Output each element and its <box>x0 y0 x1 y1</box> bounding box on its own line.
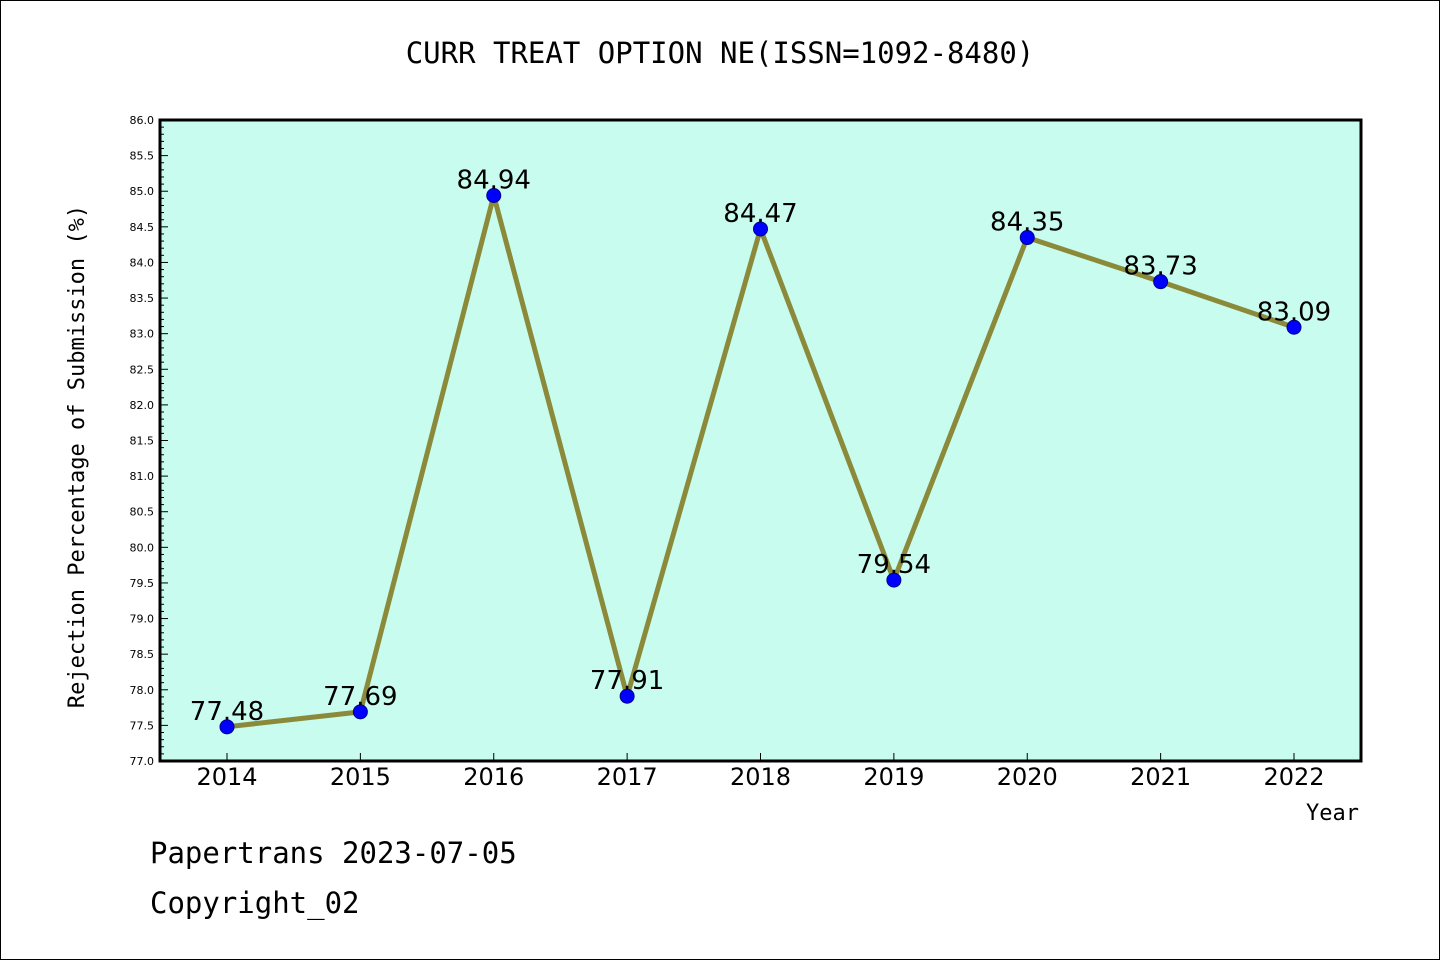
x-axis-label: Year <box>1306 801 1359 826</box>
x-tick-label: 2022 <box>1263 763 1324 791</box>
y-tick-label: 84.0 <box>130 256 155 269</box>
y-tick-label: 83.5 <box>130 292 155 305</box>
y-tick-label: 81.5 <box>130 435 155 448</box>
y-tick-label: 85.0 <box>130 185 155 198</box>
y-tick-label: 78.5 <box>130 648 155 661</box>
y-axis-label: Rejection Percentage of Submission (%) <box>65 205 90 708</box>
y-tick-label: 78.0 <box>130 684 155 697</box>
series-markers <box>219 187 1302 735</box>
y-tick-label: 77.0 <box>130 755 155 768</box>
footer-copyright: Copyright_02 <box>150 886 360 920</box>
data-point <box>486 187 502 203</box>
footer-date: Papertrans 2023-07-05 <box>150 836 517 870</box>
x-tick-label: 2019 <box>863 763 924 791</box>
data-label: 84.94 <box>457 165 531 195</box>
plot-border <box>158 118 1363 763</box>
x-tick-label: 2017 <box>597 763 658 791</box>
x-tick-label: 2016 <box>463 763 524 791</box>
data-labels: 77.48 77.69 84.94 77.91 84.47 79.54 84.35 83.73… <box>190 165 1331 726</box>
x-axis: 2014 2015 2016 2017 2018 2019 2020 2021 2022 <box>196 753 1325 791</box>
x-tick-label: 2021 <box>1130 763 1191 791</box>
data-point <box>1019 230 1035 246</box>
y-tick-label: 82.5 <box>130 363 155 376</box>
data-point <box>619 688 635 704</box>
y-tick-label: 83.0 <box>130 328 155 341</box>
chart-title: CURR TREAT OPTION NE(ISSN=1092-8480) <box>405 36 1035 70</box>
data-label: 83.73 <box>1123 252 1197 282</box>
data-label: 84.47 <box>723 199 797 229</box>
data-point <box>219 719 235 735</box>
data-point <box>1153 274 1169 290</box>
data-point <box>1286 319 1302 335</box>
y-tick-label: 85.5 <box>130 150 155 163</box>
data-label: 84.35 <box>990 208 1064 238</box>
y-tick-label: 80.5 <box>130 506 155 519</box>
x-tick-label: 2018 <box>730 763 791 791</box>
data-label: 77.69 <box>323 682 397 712</box>
data-point <box>886 572 902 588</box>
y-tick-label: 79.5 <box>130 577 155 590</box>
data-point <box>352 704 368 720</box>
x-tick-label: 2020 <box>997 763 1058 791</box>
data-label: 77.91 <box>590 666 664 696</box>
y-tick-label: 82.0 <box>130 399 155 412</box>
data-label: 77.48 <box>190 697 264 727</box>
x-tick-label: 2015 <box>330 763 391 791</box>
y-tick-label: 79.0 <box>130 613 155 626</box>
x-tick-label: 2014 <box>196 763 257 791</box>
y-tick-label: 84.5 <box>130 221 155 234</box>
data-point <box>753 221 768 237</box>
data-label: 79.54 <box>857 550 931 580</box>
y-tick-label: 81.0 <box>130 470 155 483</box>
y-tick-label: 77.5 <box>130 719 155 732</box>
data-label: 83.09 <box>1257 297 1331 327</box>
y-tick-label: 80.0 <box>130 541 155 554</box>
y-tick-label: 86.0 <box>130 114 155 127</box>
